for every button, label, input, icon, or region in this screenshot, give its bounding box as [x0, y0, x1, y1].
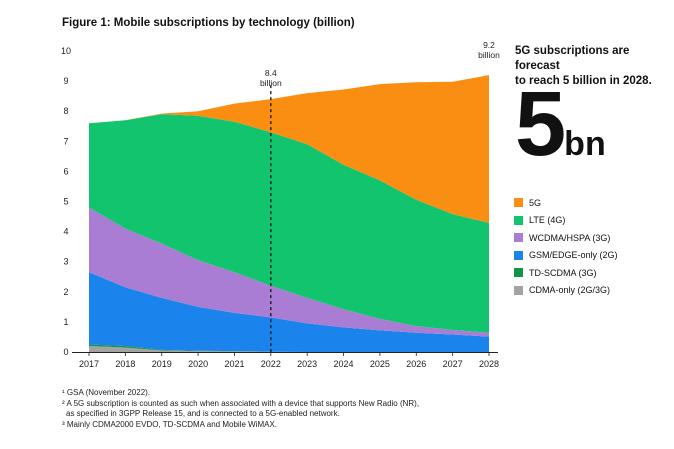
legend-label: 5G — [529, 197, 542, 208]
y-tick-label: 9 — [63, 76, 68, 86]
y-tick-label: 4 — [63, 227, 68, 237]
x-tick-label: 2021 — [224, 359, 244, 369]
y-tick-label: 0 — [63, 347, 68, 357]
x-tick-label: 2026 — [406, 359, 426, 369]
annotation-value-label: 8.4 — [265, 68, 277, 78]
legend-label: CDMA-only (2G/3G) — [529, 285, 611, 295]
x-tick-label: 2027 — [443, 359, 463, 369]
area-wcdma-hspa-3g — [89, 207, 489, 337]
x-axis: 2017 2018 2019 2020 2021 2022 2023 2024 2025 2026… — [72, 352, 499, 369]
area-series-group — [89, 75, 489, 352]
big-stat: 5bn — [515, 78, 606, 170]
annotation-unit-label: billion — [478, 50, 500, 60]
x-tick-label: 2024 — [334, 359, 354, 369]
legend-swatch — [514, 285, 523, 295]
footnote-3: ³ Mainly CDMA2000 EVDO, TD-SCDMA and Mob… — [62, 419, 278, 429]
legend-label: LTE (4G) — [529, 215, 566, 225]
legend-swatch — [514, 215, 523, 225]
x-tick-label: 2017 — [79, 359, 99, 369]
legend-item-lte-4g: LTE (4G) — [514, 215, 618, 226]
footnote-1: ¹ GSA (November 2022). — [62, 388, 151, 397]
footnote-2: ² A 5G subscription is counted as such w… — [62, 398, 420, 408]
y-tick-label: 5 — [63, 197, 68, 207]
annotation-value-label: 9.2 — [483, 40, 495, 50]
footnote-2-cont: as specified in 3GPP Release 15, and is … — [66, 409, 340, 419]
y-tick-label: 3 — [63, 257, 68, 267]
chart-title: Figure 1: Mobile subscriptions by techno… — [62, 17, 355, 29]
x-tick-label: 2025 — [370, 359, 390, 369]
legend-item-td-scdma-3g: TD-SCDMA (3G) — [514, 267, 618, 278]
legend-label: WCDMA/HSPA (3G) — [529, 232, 611, 243]
x-tick-label: 2019 — [152, 359, 172, 369]
chart-legend: 5G LTE (4G) WCDMA/HSPA (3G) GSM/EDGE-only (… — [514, 197, 618, 302]
legend-item-cdma-only-2g-3g: CDMA-only (2G/3G) — [514, 285, 618, 296]
x-tick-label: 2028 — [479, 359, 499, 369]
area-cdma-only-2g-3g — [89, 345, 489, 352]
legend-swatch — [514, 198, 523, 207]
y-tick-label: 6 — [63, 166, 68, 176]
legend-item-wcdma-hspa-3g: WCDMA/HSPA (3G) — [514, 232, 618, 243]
legend-label: GSM/EDGE-only (2G) — [529, 250, 618, 260]
legend-swatch — [514, 268, 523, 277]
area-5g — [89, 75, 489, 223]
area-lte-4g — [89, 114, 489, 333]
y-tick-label: 7 — [63, 136, 68, 146]
x-tick-label: 2023 — [297, 359, 317, 369]
big-stat-unit: bn — [564, 125, 606, 163]
footnotes: ¹ GSA (November 2022). ² A 5G subscripti… — [62, 388, 419, 430]
y-tick-label: 10 — [61, 46, 71, 56]
callout-line-1: 5G subscriptions are forecast — [515, 45, 630, 72]
legend-swatch — [514, 233, 523, 242]
legend-item-gsm-edge-only-2g: GSM/EDGE-only (2G) — [514, 250, 618, 261]
area-gsm-edge-only-2g — [89, 272, 489, 352]
forecast-callout: 5G subscriptions are forecast to reach 5… — [515, 44, 665, 89]
x-tick-label: 2018 — [115, 359, 135, 369]
legend-label: TD-SCDMA (3G) — [529, 267, 597, 278]
y-axis: 0 1 2 3 4 5 6 7 8 9 10 — [61, 46, 71, 357]
x-tick-label: 2020 — [188, 359, 208, 369]
y-tick-label: 8 — [63, 106, 68, 116]
callout-line-2: to reach 5 billion in 2028. — [515, 75, 652, 87]
legend-swatch — [514, 250, 523, 260]
y-tick-label: 2 — [63, 287, 68, 297]
legend-item-5g: 5G — [514, 197, 618, 208]
x-tick-label: 2022 — [261, 359, 281, 369]
y-tick-label: 1 — [63, 317, 68, 327]
annotation-unit-label: billion — [260, 78, 282, 88]
big-stat-number: 5 — [515, 73, 566, 175]
